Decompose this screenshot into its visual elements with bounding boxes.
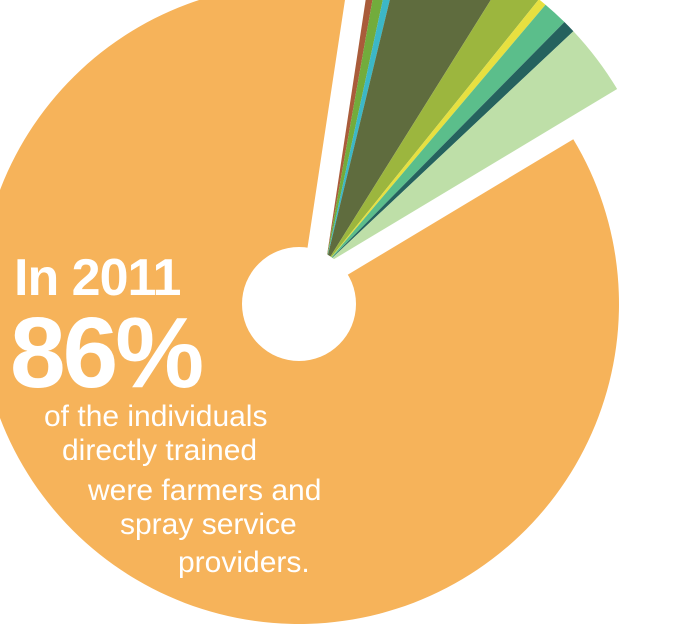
year-heading: In 2011: [14, 249, 181, 307]
pie-slice-10: [325, 31, 618, 265]
pie-slice-8: [325, 4, 565, 265]
description-line-1: of the individuals: [44, 400, 268, 433]
pie-slice-7: [325, 0, 546, 265]
description-line-2: directly trained: [62, 434, 258, 467]
pie-slice-2: [325, 0, 373, 265]
description-line-5: providers.: [178, 546, 310, 579]
center-hole: [242, 247, 356, 361]
headline-percent: 86%: [10, 297, 204, 409]
pie-slice-9: [325, 22, 574, 265]
pie-slice-4: [325, 0, 390, 265]
pie-slice-6: [325, 0, 539, 265]
pie-slice-3: [325, 0, 383, 265]
description-line-3: were farmers and: [88, 474, 322, 507]
description-line-4: spray service: [120, 508, 297, 541]
